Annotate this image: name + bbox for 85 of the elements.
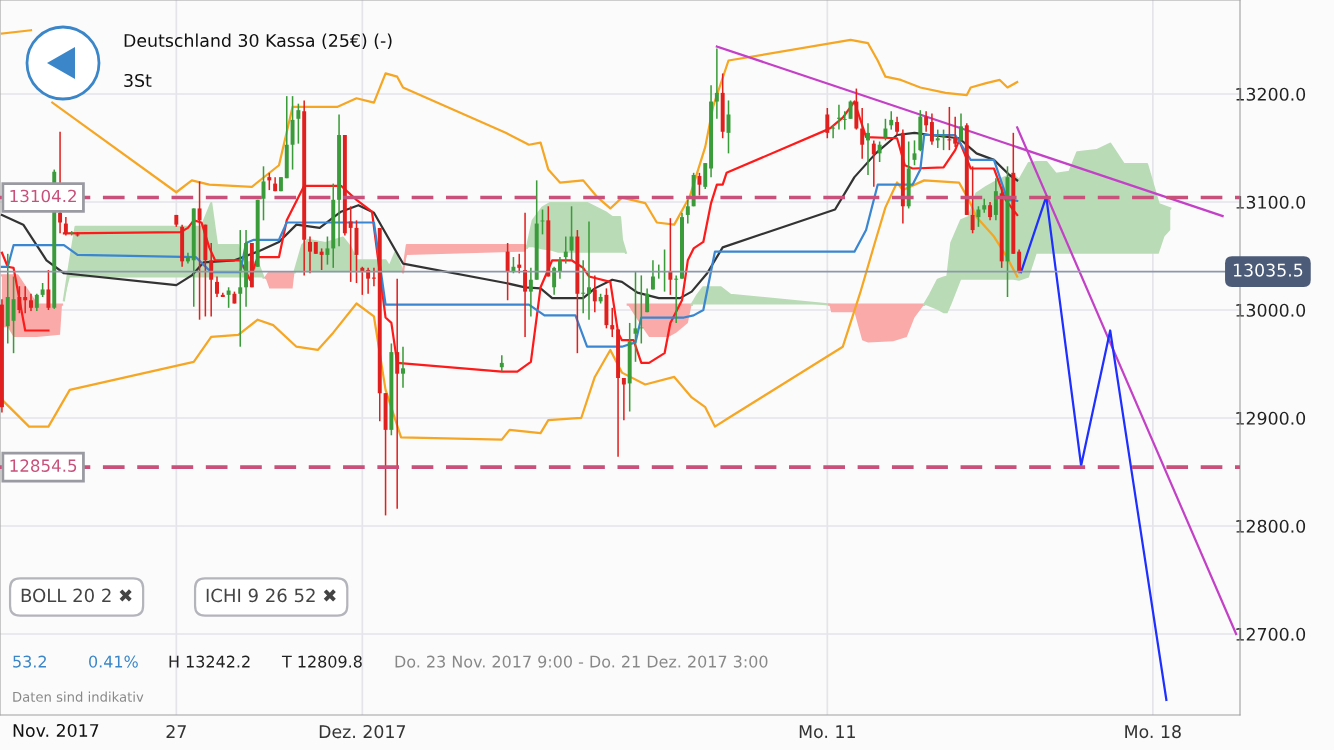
candlestick xyxy=(714,47,719,120)
candlestick xyxy=(592,274,597,313)
candlestick xyxy=(581,259,586,314)
candlestick xyxy=(639,274,644,345)
candlestick xyxy=(988,201,993,222)
x-tick-label: Dez. 2017 xyxy=(319,725,406,739)
y-tick-label: 13200.0 xyxy=(1236,87,1306,101)
annotation: 0.41% xyxy=(89,655,138,668)
candlestick xyxy=(528,267,533,318)
x-tick-label: Mo. 18 xyxy=(1125,725,1181,739)
annotation: ICHI 9 26 52 ✖ xyxy=(206,588,336,603)
y-tick-label: 12800.0 xyxy=(1236,519,1306,533)
candlestick xyxy=(621,377,626,421)
y-tick-label: 13000.0 xyxy=(1236,303,1306,317)
candlestick xyxy=(226,286,231,309)
candlestick xyxy=(650,259,655,291)
candlestick xyxy=(395,277,400,510)
candlestick xyxy=(889,110,894,131)
candlestick xyxy=(557,256,562,280)
annotation: BOLL 20 2 ✖ xyxy=(21,588,132,603)
text: 3St xyxy=(124,73,152,88)
candlestick xyxy=(953,115,958,148)
candlestick xyxy=(924,110,929,133)
annotation: Do. 23 Nov. 2017 9:00 - Do. 21 Dez. 2017 3:00 xyxy=(395,655,768,668)
candlestick xyxy=(523,212,528,338)
x-tick-label: Mo. 11 xyxy=(799,725,855,739)
candlestick xyxy=(929,112,934,146)
candlestick xyxy=(947,106,952,151)
candlestick xyxy=(499,354,504,373)
line-series xyxy=(0,133,1019,348)
candlestick xyxy=(348,205,353,283)
annotation: Daten sind indikativ xyxy=(13,691,144,702)
x-tick-label: 27 xyxy=(166,725,186,738)
candlestick xyxy=(959,112,963,142)
candlestick xyxy=(197,180,202,321)
candlestick xyxy=(360,266,365,296)
annotation: 53.2 xyxy=(13,655,46,668)
ref-line-label: 13035.5 xyxy=(1233,263,1303,277)
candlestick xyxy=(831,124,836,140)
text: Nov. 2017 xyxy=(13,723,99,738)
candlestick xyxy=(63,216,68,237)
candlestick xyxy=(825,107,830,140)
candlestick xyxy=(238,229,243,348)
candlestick xyxy=(296,102,301,145)
candlestick xyxy=(941,128,946,151)
candlestick xyxy=(46,269,51,311)
candlestick xyxy=(871,139,876,188)
candlestick xyxy=(587,220,591,321)
candlestick xyxy=(401,345,405,389)
candlestick xyxy=(860,107,865,160)
candlestick xyxy=(505,242,510,302)
y-tick-label: 13100.0 xyxy=(1236,195,1306,209)
candlestick xyxy=(993,177,998,222)
candlestick xyxy=(325,235,330,266)
candlestick xyxy=(895,115,900,136)
candlestick xyxy=(23,285,28,314)
candlestick xyxy=(848,99,853,120)
candlestick xyxy=(703,162,708,190)
candlestick xyxy=(970,165,975,235)
candlestick xyxy=(685,199,690,225)
y-tick-label: 12700.0 xyxy=(1236,627,1306,641)
ref-line-label: 13104.2 xyxy=(10,189,76,203)
candlestick xyxy=(610,307,615,338)
candlestick xyxy=(842,110,847,131)
annotation: H 13242.2 xyxy=(169,655,250,668)
candlestick xyxy=(371,267,376,287)
candlestick xyxy=(11,275,16,354)
y-tick-label: 12900.0 xyxy=(1236,411,1306,425)
candlestick xyxy=(877,140,882,163)
candlestick xyxy=(563,235,568,265)
candlestick xyxy=(976,205,981,228)
candlestick xyxy=(209,242,214,318)
candlestick xyxy=(883,118,888,142)
ref-line-label: 12854.5 xyxy=(10,459,77,472)
candlestick xyxy=(215,275,219,298)
candlestick xyxy=(697,172,702,197)
candlestick xyxy=(569,205,574,262)
candlestick xyxy=(17,285,22,314)
candlestick xyxy=(319,247,324,271)
candlestick xyxy=(866,122,870,176)
candlestick xyxy=(836,104,841,131)
annotation: T 12809.8 xyxy=(281,655,362,668)
candlestick xyxy=(674,274,679,324)
line-series xyxy=(1019,195,1168,701)
text: Deutschland 30 Kassa (25€) (-) xyxy=(124,33,392,50)
